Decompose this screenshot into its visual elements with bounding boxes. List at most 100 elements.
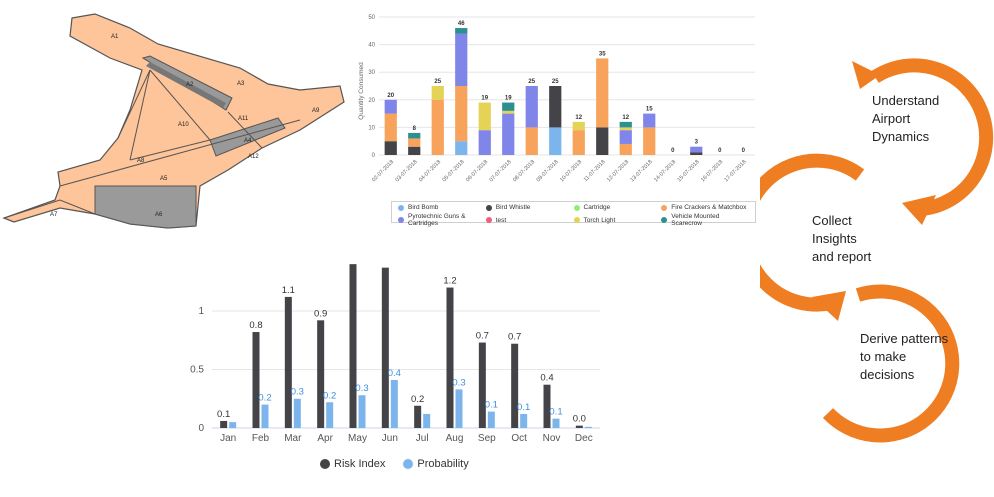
y-tick-label: 1 — [198, 306, 204, 317]
legend-item[interactable]: Cartridge — [573, 204, 662, 211]
stack-total-label: 19 — [505, 96, 512, 102]
stack-segment — [596, 58, 609, 128]
process-cycle: Understand Airport Dynamics Collect Insi… — [737, 45, 994, 485]
legend-item[interactable]: Risk Index — [320, 458, 385, 470]
legend-item[interactable]: Vehicle Mounted Scarecrow — [661, 213, 749, 227]
y-tick-label: 50 — [368, 15, 375, 21]
zone-label: A9 — [312, 108, 320, 114]
cycle-step-3-line-2: to make — [860, 349, 906, 364]
stack-total-label: 12 — [575, 115, 582, 121]
stack-segment — [572, 121, 585, 131]
legend-marker — [398, 204, 404, 211]
x-tick-label: 06-07-2018 — [465, 159, 489, 183]
legend-label: Vehicle Mounted Scarecrow — [671, 213, 720, 227]
stack-segment — [431, 86, 444, 100]
stack-total-label: 15 — [646, 107, 653, 113]
data-label: 0.8 — [249, 320, 262, 331]
data-label: 0.2 — [323, 390, 336, 401]
stack-bars — [384, 28, 703, 155]
legend-item[interactable]: Torch Light — [573, 213, 662, 227]
cycle-arrow-3 — [822, 284, 960, 443]
stack-segment — [384, 113, 397, 142]
cycle-arrowhead-2 — [812, 291, 846, 321]
legend-label: Cartridge — [583, 204, 611, 211]
data-label: 0.3 — [355, 383, 368, 394]
risk-data-labels: 0.1 0.8 0.2 1.1 0.3 0.9 0.2 0.3 0.4 0.2 1.2 0.3 0.7 0… — [217, 276, 586, 425]
stack-legend: Bird Bomb Bird Whistle Cartridge Fire Crack… — [391, 201, 756, 227]
legend-label: Torch Light — [583, 216, 616, 224]
stack-total-label: 0 — [671, 148, 675, 154]
legend-item[interactable]: Probability — [403, 458, 469, 470]
x-tick-label: Jan — [220, 433, 236, 444]
zone-label: A2 — [186, 82, 194, 88]
stack-segment — [502, 113, 515, 155]
stack-total-label: 3 — [695, 140, 699, 146]
legend-item[interactable]: Bird Whistle — [485, 204, 574, 211]
bar — [455, 389, 463, 428]
legend-label: Pyrotechnic Guns & Cartridges — [408, 213, 466, 227]
stack-total-label: 19 — [481, 96, 488, 102]
zone-label: A10 — [178, 122, 189, 128]
cycle-step-3-line-3: decisions — [860, 367, 915, 382]
stack-segment — [502, 102, 515, 111]
stack-segment — [619, 130, 632, 144]
stack-total-label: 35 — [599, 51, 606, 57]
bar — [293, 398, 301, 428]
cycle-step-2-line-3: and report — [812, 249, 872, 264]
legend-item[interactable]: Pyrotechnic Guns & Cartridges — [398, 213, 486, 227]
bar — [584, 426, 592, 428]
zone-label: A3 — [237, 81, 245, 87]
legend-marker — [485, 204, 492, 211]
legend-item[interactable]: Fire Crackers & Matchbox — [661, 204, 749, 211]
data-label: 0.4 — [540, 373, 553, 384]
bar — [423, 413, 431, 428]
data-label: 1.1 — [282, 285, 295, 296]
data-label: 0.7 — [476, 331, 489, 342]
bar — [261, 404, 269, 428]
bar — [487, 411, 495, 428]
zone-a7-runway — [2, 199, 96, 223]
legend-label: Fire Crackers & Matchbox — [671, 204, 747, 211]
stack-segment — [619, 143, 632, 155]
legend-marker — [398, 217, 404, 223]
bar — [390, 380, 398, 428]
legend-item[interactable]: test — [485, 213, 574, 227]
x-tick-label: 03-07-2018 — [395, 159, 419, 183]
risk-bars — [220, 264, 592, 428]
x-tick-label: 15-07-2018 — [677, 159, 701, 183]
risk-chart-svg: 00.51 0.10.80.21.10.30.90.20.30.40.21.20… — [190, 264, 600, 444]
legend-item[interactable]: Bird Bomb — [398, 204, 486, 211]
legend-label: Bird Whistle — [495, 204, 531, 211]
x-tick-label: 02-07-2018 — [371, 159, 395, 183]
legend-marker — [403, 459, 414, 469]
y-tick-label: 0 — [372, 153, 376, 159]
bar — [229, 422, 237, 428]
stack-segment — [431, 99, 444, 155]
data-label: 0.3 — [452, 377, 465, 388]
zone-label: A1 — [111, 34, 119, 40]
risk-y-ticks: 00.51 — [190, 306, 204, 434]
stack-segment — [455, 141, 468, 155]
data-label: 0.1 — [549, 407, 562, 418]
stack-y-axis-label: Quantity Consumed — [358, 62, 365, 120]
bar — [284, 296, 292, 428]
x-tick-label: Jun — [382, 433, 398, 444]
legend-label: Risk Index — [334, 458, 386, 470]
y-tick-label: 10 — [368, 125, 375, 131]
x-tick-label: Aug — [446, 433, 464, 444]
legend-label: test — [495, 216, 507, 224]
stack-segment — [643, 127, 656, 155]
y-tick-label: 20 — [368, 98, 375, 104]
zone-label: A4 — [244, 138, 252, 144]
stack-segment — [619, 127, 632, 131]
cycle-step-1-line-3: Dynamics — [872, 129, 930, 144]
consumption-chart: 0 10 20 30 40 50 Quantity Consumed 20 8 25 46 19 1… — [355, 5, 760, 235]
airport-zone-map: A1 A2 A3 A4 A5 A6 A7 A8 A9 A10 A11 A12 — [0, 0, 350, 240]
legend-marker — [320, 459, 330, 469]
airport-map-svg: A1 A2 A3 A4 A5 A6 A7 A8 A9 A10 A11 A12 — [2, 13, 345, 229]
bar — [446, 287, 454, 428]
risk-x-ticks: Jan Feb Mar Apr May Jun Jul Aug Sep Oct Nov Dec — [220, 433, 593, 444]
x-tick-label: 13-07-2018 — [630, 159, 654, 183]
stack-segment — [525, 86, 538, 128]
